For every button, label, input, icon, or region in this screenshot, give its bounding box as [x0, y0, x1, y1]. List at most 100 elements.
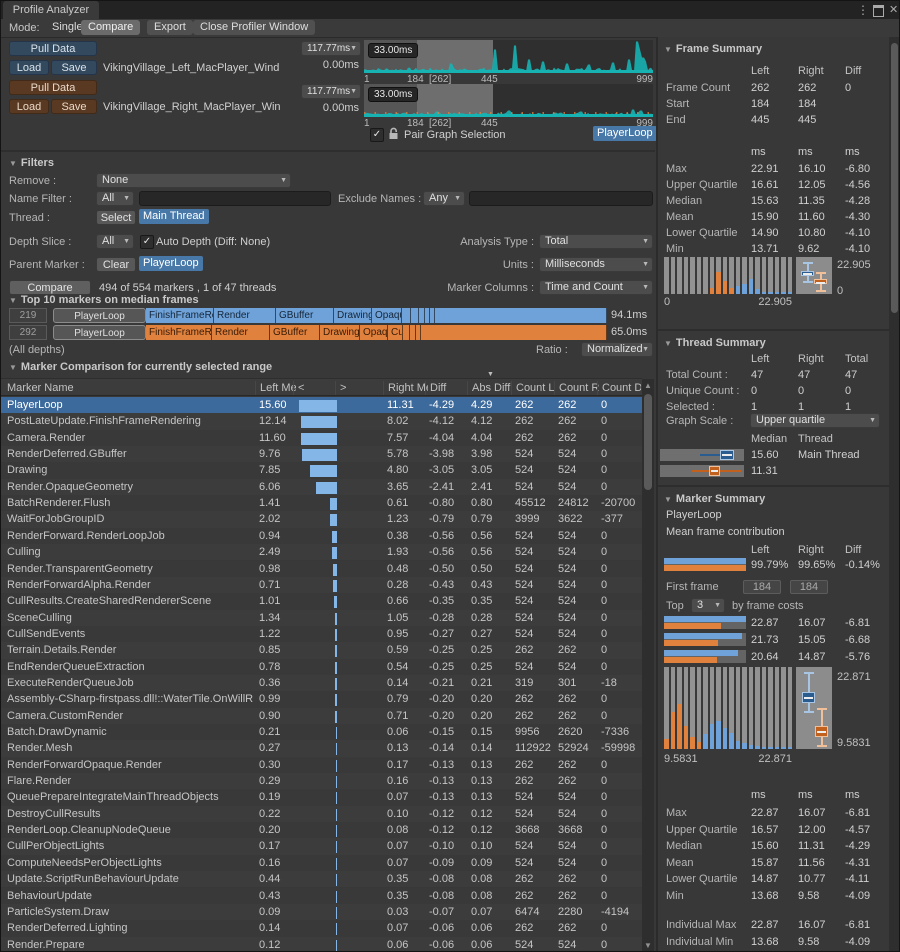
exclude-mode-dropdown[interactable]: Any ▼ — [423, 191, 465, 206]
table-scrollbar-thumb[interactable] — [644, 394, 652, 490]
save-left-button[interactable]: Save — [51, 60, 97, 75]
marker-segment[interactable]: Cu — [388, 325, 403, 340]
first-frame-left-button[interactable]: 184 — [743, 580, 781, 594]
name-filter-input[interactable] — [139, 191, 331, 206]
thread-value-chip[interactable]: Main Thread — [139, 209, 209, 224]
scroll-down-icon[interactable]: ▼ — [644, 941, 652, 950]
top10-row[interactable]: 292 PlayerLoop FinishFrameR Render GBuffer Dr… — [1, 325, 655, 341]
kebab-menu-icon[interactable]: ⋮ — [857, 3, 869, 17]
table-row[interactable]: Batch.DrawDynamic 0.21 0.06 -0.15 0.15 9956 26… — [1, 724, 642, 741]
marker-segment[interactable] — [402, 308, 411, 323]
graph-scale-dropdown[interactable]: Upper quartile ▼ — [750, 413, 880, 428]
marker-columns-dropdown[interactable]: Time and Count ▼ — [539, 280, 653, 295]
filters-header[interactable]: ▼ Filters — [9, 157, 54, 169]
marker-segment[interactable]: GBuffer — [276, 308, 334, 323]
marker-segment[interactable]: Render — [212, 325, 270, 340]
remove-dropdown[interactable]: None ▼ — [96, 173, 291, 188]
marker-segment[interactable]: Opaqu — [372, 308, 402, 323]
depth-slice-dropdown[interactable]: All ▼ — [96, 234, 134, 249]
top10-row[interactable]: 219 PlayerLoop FinishFrameRe Render GBuffer D… — [1, 308, 655, 324]
table-row[interactable]: BatchRenderer.Flush 1.41 0.61 -0.80 0.80 4551… — [1, 495, 642, 512]
column-header-marker-name[interactable]: Marker Name — [7, 382, 74, 394]
column-header-right-med[interactable]: Right Med — [383, 381, 428, 395]
table-row[interactable]: RenderForward.RenderLoopJob 0.94 0.38 -0.56… — [1, 527, 642, 545]
close-icon[interactable]: ✕ — [889, 4, 899, 16]
mode-compare-button[interactable]: Compare — [81, 20, 141, 35]
marker-segment[interactable] — [425, 308, 430, 323]
pair-graph-checkbox[interactable]: ✓ — [370, 128, 384, 142]
selected-marker-chip[interactable]: PlayerLoop — [593, 126, 657, 141]
column-header-count-l[interactable]: Count L — [511, 381, 557, 395]
marker-segment[interactable]: Drawing — [320, 325, 360, 340]
save-right-button[interactable]: Save — [51, 99, 97, 114]
column-header--[interactable]: > — [335, 381, 386, 395]
marker-segment[interactable] — [416, 325, 421, 340]
column-header-abs-diff[interactable]: Abs Diff — [467, 381, 514, 395]
thread-summary-header[interactable]: ▼ Thread Summary — [664, 337, 766, 349]
mode-single-button[interactable]: Single — [52, 21, 83, 33]
marker-segment[interactable]: Opaqu — [360, 325, 388, 340]
maximize-icon[interactable] — [873, 5, 884, 17]
table-row[interactable]: PlayerLoop 15.60 11.31 -4.29 4.29 262 262 0 — [1, 397, 642, 414]
table-row[interactable]: RenderLoop.CleanupNodeQueue 0.20 0.08 -0.12… — [1, 822, 642, 839]
top-n-dropdown[interactable]: 3 ▼ — [691, 598, 725, 613]
comparison-table-header[interactable]: Marker Name Left Med<>Right MedDiffAbs Di… — [1, 378, 642, 396]
export-button[interactable]: Export — [147, 20, 193, 35]
table-row[interactable]: Update.ScriptRunBehaviourUpdate 0.44 0.35 -… — [1, 871, 642, 888]
marker-segment[interactable] — [411, 308, 419, 323]
column-header-diff[interactable]: Diff — [425, 381, 470, 395]
marker-segment[interactable] — [403, 325, 410, 340]
table-row[interactable]: Camera.CustomRender 0.90 0.71 -0.20 0.20 262 2… — [1, 707, 642, 724]
table-row[interactable]: RenderForwardOpaque.Render 0.30 0.17 -0.13 0… — [1, 756, 642, 774]
table-row[interactable]: BehaviourUpdate 0.43 0.35 -0.08 0.08 262 262 0 — [1, 887, 642, 904]
marker-comparison-header[interactable]: ▼ Marker Comparison for currently selecte… — [9, 361, 273, 373]
table-row[interactable]: ParticleSystem.Draw 0.09 0.03 -0.07 0.07 6474… — [1, 903, 642, 921]
marker-segment[interactable]: FinishFrameRe — [146, 308, 214, 323]
first-frame-right-button[interactable]: 184 — [790, 580, 828, 594]
left-frame-graph[interactable]: 33.00ms — [364, 40, 653, 73]
marker-segment[interactable] — [421, 325, 607, 340]
table-row[interactable]: Assembly-CSharp-firstpass.dll!::WaterTil… — [1, 691, 642, 708]
thread-select-button[interactable]: Select — [96, 210, 136, 225]
table-row[interactable]: CullResults.CreateSharedRendererScene 1.0… — [1, 593, 642, 610]
table-row[interactable]: CullPerObjectLights 0.17 0.07 -0.10 0.10 524 5… — [1, 838, 642, 855]
marker-segment[interactable]: GBuffer — [270, 325, 320, 340]
table-row[interactable]: PostLateUpdate.FinishFrameRendering 12.14… — [1, 413, 642, 430]
scroll-up-icon[interactable]: ▲ — [644, 381, 652, 390]
load-right-button[interactable]: Load — [9, 99, 49, 114]
exclude-names-input[interactable] — [469, 191, 653, 206]
name-filter-mode-dropdown[interactable]: All ▼ — [96, 191, 134, 206]
column-header-count-d[interactable]: Count D — [597, 381, 641, 395]
marker-segment[interactable] — [410, 325, 416, 340]
load-left-button[interactable]: Load — [9, 60, 49, 75]
pull-data-left-button[interactable]: Pull Data — [9, 41, 97, 56]
frame-summary-header[interactable]: ▼ Frame Summary — [664, 43, 763, 55]
column-header--[interactable]: < — [293, 381, 338, 395]
left-range-dropdown[interactable]: 117.77ms ▼ — [301, 41, 361, 56]
marker-segment-button[interactable]: PlayerLoop — [53, 325, 146, 340]
table-row[interactable]: RenderForwardAlpha.Render 0.71 0.28 -0.43 0.… — [1, 576, 642, 594]
table-row[interactable]: Render.TransparentGeometry 0.98 0.48 -0.50 0… — [1, 560, 642, 577]
pull-data-right-button[interactable]: Pull Data — [9, 80, 97, 95]
table-row[interactable]: Culling 2.49 1.93 -0.56 0.56 524 524 0 — [1, 544, 642, 561]
table-row[interactable]: DestroyCullResults 0.22 0.10 -0.12 0.12 524 52… — [1, 805, 642, 823]
table-row[interactable]: SceneCulling 1.34 1.05 -0.28 0.28 524 524 0 — [1, 609, 642, 626]
right-range-dropdown[interactable]: 117.77ms ▼ — [301, 84, 361, 99]
table-row[interactable]: RenderDeferred.Lighting 0.14 0.07 -0.06 0.06… — [1, 920, 642, 937]
analysis-type-dropdown[interactable]: Total ▼ — [539, 234, 653, 249]
top10-header[interactable]: ▼ Top 10 markers on median frames — [9, 294, 199, 306]
table-row[interactable]: Terrain.Details.Render 0.85 0.59 -0.25 0.25 2… — [1, 642, 642, 659]
table-row[interactable]: CullSendEvents 1.22 0.95 -0.27 0.27 524 524 0 — [1, 625, 642, 643]
table-row[interactable]: Render.OpaqueGeometry 6.06 3.65 -2.41 2.41 52… — [1, 478, 642, 496]
table-row[interactable]: ComputeNeedsPerObjectLights 0.16 0.07 -0.09… — [1, 854, 642, 872]
close-profiler-button[interactable]: Close Profiler Window — [193, 20, 316, 35]
table-row[interactable]: RenderDeferred.GBuffer 9.76 5.78 -3.98 3.98 5… — [1, 446, 642, 463]
table-row[interactable]: ExecuteRenderQueueJob 0.36 0.14 -0.21 0.21 31… — [1, 674, 642, 692]
table-row[interactable]: WaitForJobGroupID 2.02 1.23 -0.79 0.79 3999 36… — [1, 511, 642, 528]
table-row[interactable]: Render.Mesh 0.27 0.13 -0.14 0.14 112922 52924-… — [1, 740, 642, 757]
marker-segment[interactable]: FinishFrameR — [146, 325, 212, 340]
marker-segment[interactable]: Render — [214, 308, 276, 323]
auto-depth-checkbox[interactable]: ✓ — [140, 235, 154, 249]
marker-segment[interactable] — [419, 308, 425, 323]
marker-segment[interactable]: Drawing — [334, 308, 372, 323]
